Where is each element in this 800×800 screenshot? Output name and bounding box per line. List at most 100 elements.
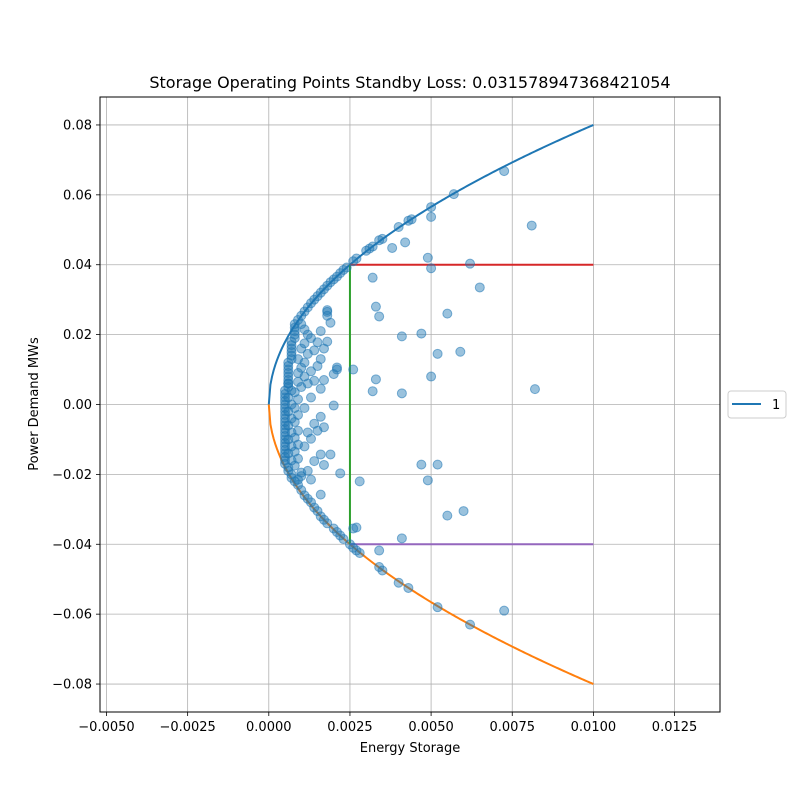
- scatter-point: [529, 384, 540, 395]
- scatter-point: [396, 533, 407, 544]
- scatter-point: [387, 242, 398, 253]
- scatter-point: [305, 333, 316, 344]
- scatter-point: [315, 489, 326, 500]
- scatter-point: [280, 420, 291, 431]
- scatter-point: [312, 425, 323, 436]
- x-axis-label: Energy Storage: [360, 741, 461, 756]
- scatter-point: [315, 326, 326, 337]
- scatter-point: [283, 371, 294, 382]
- scatter-point: [426, 211, 437, 222]
- scatter-point: [283, 368, 294, 379]
- scatter-point: [312, 361, 323, 372]
- scatter-point: [328, 400, 339, 411]
- y-tick-label: −0.02: [52, 468, 92, 483]
- lower-curve: [267, 404, 594, 685]
- y-tick-label: −0.06: [52, 608, 92, 623]
- scatter-point: [448, 189, 459, 200]
- scatter-point: [318, 375, 329, 386]
- scatter-point: [286, 347, 297, 358]
- chart-title: Storage Operating Points Standby Loss: 0…: [149, 73, 670, 92]
- x-axis-ticks: −0.0050 −0.0025 0.0000 0.0025 0.0050 0.0075 0.…: [78, 712, 697, 735]
- scatter-point: [315, 383, 326, 394]
- scatter-point: [283, 375, 294, 386]
- scatter-point: [370, 374, 381, 385]
- y-tick-label: 0.08: [63, 118, 92, 133]
- scatter-point: [286, 343, 297, 354]
- scatter-point: [396, 388, 407, 399]
- scatter-point: [296, 343, 307, 354]
- scatter-point: [328, 369, 339, 380]
- y-tick-label: 0.02: [63, 328, 92, 343]
- x-tick-label: 0.0025: [327, 720, 373, 735]
- scatter-point: [416, 328, 427, 339]
- scatter-point: [305, 433, 316, 444]
- scatter-point: [289, 460, 300, 471]
- scatter-point: [499, 605, 510, 616]
- x-tick-label: 0.0125: [652, 720, 698, 735]
- y-tick-label: 0.04: [63, 258, 92, 273]
- scatter-point: [465, 619, 476, 630]
- scatter-point: [338, 534, 349, 545]
- scatter-point: [318, 343, 329, 354]
- scatter-point: [280, 434, 291, 445]
- y-axis-label: Power Demand MWs: [27, 337, 42, 471]
- scatter-point: [296, 362, 307, 373]
- scatter-point: [393, 221, 404, 232]
- scatter-point: [293, 394, 304, 405]
- scatter-point: [302, 348, 313, 359]
- scatter-point: [305, 366, 316, 377]
- scatter-point: [403, 215, 414, 226]
- scatter-point: [315, 449, 326, 460]
- scatter-point: [296, 485, 307, 496]
- scatter-point: [293, 479, 304, 490]
- scatter-point: [309, 456, 320, 467]
- scatter-point: [393, 577, 404, 588]
- y-axis-ticks: −0.08 −0.06 −0.04 −0.02 0.00 0.02 0.04 0.06 0.08: [52, 118, 100, 693]
- scatter-point: [374, 545, 385, 556]
- scatter-point: [348, 523, 359, 534]
- scatter-point: [305, 497, 316, 508]
- scatter-point: [374, 311, 385, 322]
- scatter-point: [455, 346, 466, 357]
- grid-lines: [100, 97, 720, 712]
- scatter-point: [296, 382, 307, 393]
- x-tick-label: 0.0100: [571, 720, 617, 735]
- scatter-point: [280, 448, 291, 459]
- scatter-point: [280, 392, 291, 403]
- scatter-point: [403, 582, 414, 593]
- scatter-point: [432, 459, 443, 470]
- scatter-point: [442, 308, 453, 319]
- x-tick-label: 0.0075: [490, 720, 536, 735]
- scatter-point: [315, 411, 326, 422]
- scatter-point: [305, 392, 316, 403]
- scatter-point: [283, 364, 294, 375]
- scatter-point: [286, 340, 297, 351]
- scatter-points: [280, 166, 540, 630]
- scatter-point: [335, 468, 346, 479]
- scatter-point: [422, 252, 433, 263]
- scatter-point: [432, 602, 443, 613]
- scatter-point: [293, 474, 304, 485]
- scatter-point: [293, 376, 304, 387]
- y-tick-label: 0.00: [63, 398, 92, 413]
- scatter-point: [348, 364, 359, 375]
- scatter-point: [465, 258, 476, 269]
- scatter-point: [416, 459, 427, 470]
- scatter-point: [348, 256, 359, 267]
- scatter-point: [432, 348, 443, 359]
- scatter-point: [396, 331, 407, 342]
- scatter-point: [289, 326, 300, 337]
- scatter-point: [458, 506, 469, 517]
- scatter-point: [318, 459, 329, 470]
- scatter-point: [374, 235, 385, 246]
- y-tick-label: −0.04: [52, 538, 92, 553]
- scatter-point: [474, 282, 485, 293]
- scatter-point: [280, 406, 291, 417]
- scatter-point: [299, 402, 310, 413]
- scatter-point: [361, 245, 372, 256]
- scatter-point: [426, 202, 437, 213]
- plot-lines: [267, 124, 594, 685]
- y-tick-label: −0.08: [52, 678, 92, 693]
